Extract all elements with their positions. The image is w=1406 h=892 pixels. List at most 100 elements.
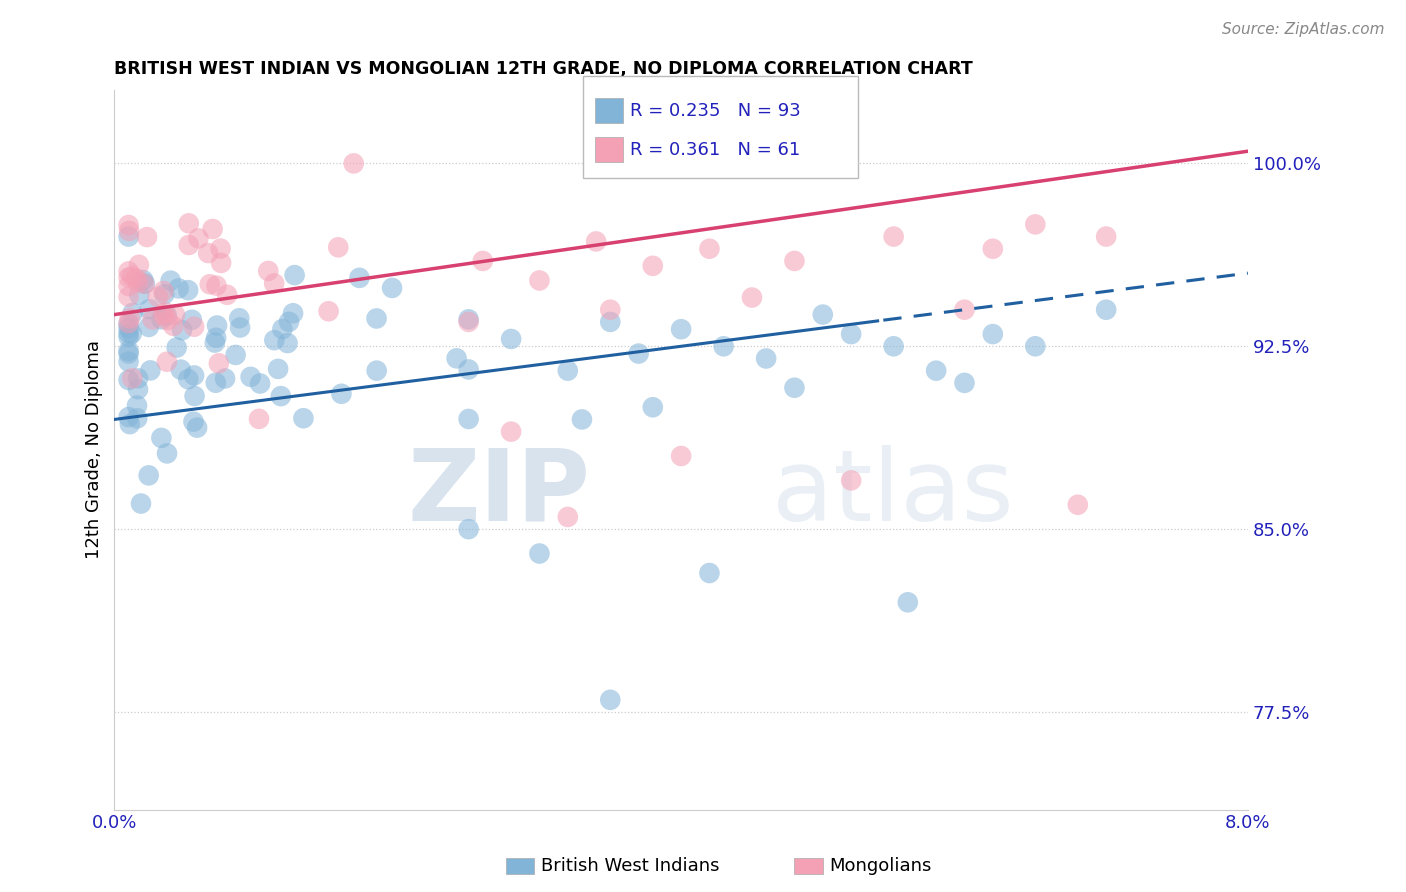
Point <box>204 335 226 350</box>
Y-axis label: 12th Grade, No Diploma: 12th Grade, No Diploma <box>86 341 103 559</box>
Point <box>277 336 299 351</box>
Point <box>183 415 205 429</box>
Point <box>330 386 353 401</box>
Point <box>755 351 778 366</box>
Point <box>381 281 404 295</box>
Point <box>267 362 290 376</box>
Point <box>183 389 205 403</box>
Point <box>953 302 976 317</box>
Point <box>501 332 523 346</box>
Point <box>117 264 139 278</box>
Point <box>162 318 184 333</box>
Point <box>127 382 149 396</box>
Point <box>156 308 179 322</box>
Point <box>121 326 143 341</box>
Point <box>366 311 388 326</box>
Point <box>167 281 190 295</box>
Point <box>170 323 193 337</box>
Point <box>641 259 664 273</box>
Point <box>281 306 304 320</box>
Point <box>328 240 350 254</box>
Point <box>366 364 388 378</box>
Text: Mongolians: Mongolians <box>830 857 932 875</box>
Point <box>180 313 202 327</box>
Text: ZIP: ZIP <box>408 444 591 541</box>
Point <box>457 522 479 536</box>
Point <box>153 305 176 319</box>
Point <box>197 246 219 260</box>
Point <box>446 351 468 366</box>
Point <box>129 497 152 511</box>
Point <box>263 277 285 291</box>
Point <box>471 254 494 268</box>
Point <box>127 371 149 385</box>
Point <box>142 312 165 326</box>
Point <box>177 372 200 386</box>
Point <box>117 373 139 387</box>
Point <box>187 231 209 245</box>
Point <box>529 273 551 287</box>
Point <box>117 279 139 293</box>
Point <box>183 368 205 383</box>
Text: R = 0.361   N = 61: R = 0.361 N = 61 <box>630 141 800 159</box>
Point <box>741 291 763 305</box>
Point <box>117 270 139 285</box>
Point <box>117 229 139 244</box>
Point <box>217 288 239 302</box>
Point <box>128 287 150 301</box>
Point <box>925 364 948 378</box>
Point <box>249 376 271 391</box>
Point <box>208 356 231 370</box>
Point <box>278 315 301 329</box>
Point <box>150 431 173 445</box>
Point <box>263 333 285 347</box>
Point <box>177 216 200 230</box>
Point <box>118 417 141 431</box>
Point <box>138 468 160 483</box>
Point <box>981 327 1004 342</box>
Point <box>599 315 621 329</box>
Point <box>121 306 143 320</box>
Point <box>783 254 806 268</box>
Point <box>205 278 228 293</box>
Point <box>186 420 208 434</box>
Point <box>128 258 150 272</box>
Point <box>146 290 169 304</box>
Point <box>1024 339 1046 353</box>
Point <box>117 218 139 232</box>
Point <box>239 369 262 384</box>
Point <box>117 346 139 360</box>
Point <box>270 389 292 403</box>
Point <box>204 376 226 390</box>
Point <box>170 362 193 376</box>
Point <box>117 354 139 368</box>
Point <box>1095 302 1118 317</box>
Point <box>166 341 188 355</box>
Point <box>699 566 721 580</box>
Point <box>883 339 905 353</box>
Point <box>284 268 307 282</box>
Point <box>156 355 179 369</box>
Point <box>557 364 579 378</box>
Point <box>205 331 228 345</box>
Point <box>132 273 155 287</box>
Point <box>163 308 186 322</box>
Point <box>138 319 160 334</box>
Point <box>1095 229 1118 244</box>
Point <box>271 322 294 336</box>
Point <box>209 242 232 256</box>
Point <box>136 230 159 244</box>
Point <box>1067 498 1090 512</box>
Point <box>177 283 200 297</box>
Point <box>457 312 479 326</box>
Point <box>557 510 579 524</box>
Point <box>117 330 139 344</box>
Point <box>669 449 692 463</box>
Point <box>457 315 479 329</box>
Point <box>152 284 174 298</box>
Point <box>1024 218 1046 232</box>
Text: atlas: atlas <box>772 444 1014 541</box>
Point <box>156 446 179 460</box>
Point <box>150 312 173 326</box>
Point <box>125 271 148 285</box>
